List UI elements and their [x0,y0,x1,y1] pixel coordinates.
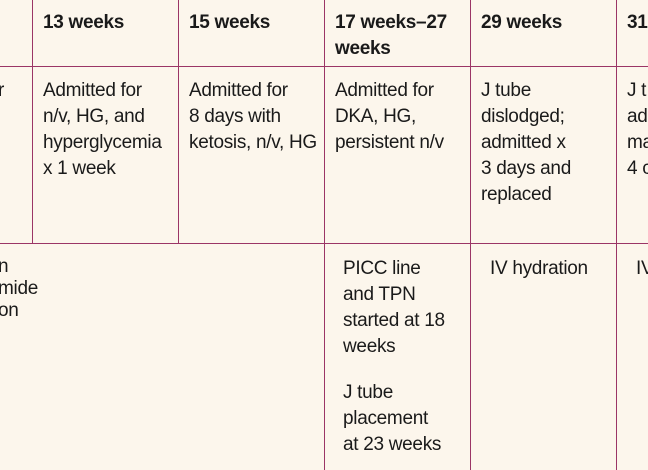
cell-paragraph: J tube dislodged; admitted x 3 days and repl… [481,78,571,208]
cell-paragraph: J t ad ma 4 c [627,78,648,182]
cell-paragraph: Admitted for n/v, HG, and hyperglycemia x 1… [43,78,162,182]
cell-text: on [0,300,19,321]
column-border [178,0,179,243]
cell-text: Admitted for [335,80,434,101]
cell-text: 17 weeks–27 [335,12,447,33]
cell-text: ad [627,106,648,127]
cell-text: weeks [335,38,391,59]
cell-text: admitted x [481,132,566,153]
cell-paragraph: PICC line and TPN started at 18 weeks [343,256,445,360]
table-cell: 17 weeks–27 weeks [335,10,447,62]
cell-paragraph: 31 [627,10,648,36]
cell-text: 31 [627,12,648,33]
cell-text: 8 days with [189,106,281,127]
table-cell: Admitted for 8 days with ketosis, n/v, HG [189,78,317,156]
cell-paragraph: Admitted for 8 days with ketosis, n/v, HG [189,78,317,156]
cell-text: weeks [343,336,396,357]
column-border [470,0,471,470]
cell-text: mide [0,278,38,299]
cell-text: Admitted for [189,80,288,101]
cell-paragraph: Admitted for DKA, HG, persistent n/v [335,78,444,156]
cell-text: J t [627,80,647,101]
cell-text: persistent n/v [335,132,444,153]
table-cell: IV hydration [490,256,588,282]
cell-text: ketosis, n/v, HG [189,132,317,153]
cell-text: started at 18 [343,310,445,331]
cell-text: replaced [481,184,552,205]
cell-text: hyperglycemia [43,132,162,153]
column-border [616,0,617,470]
cell-text: 15 weeks [189,12,271,33]
cell-paragraph: IV [636,256,648,282]
table-cell: 15 weeks [189,10,270,36]
cell-text: PICC line [343,258,421,279]
table-cell: PICC line and TPN started at 18 weeks J tube… [343,256,445,458]
cell-text: x 1 week [43,158,116,179]
table-cell: n mide on [0,256,38,322]
cell-text: J tube [481,80,531,101]
table-cell: 31 [627,10,648,36]
cell-text: placement [343,408,428,429]
cell-text: 4 c [627,158,648,179]
cell-text: DKA, HG, [335,106,417,127]
column-border [32,0,33,243]
cell-paragraph: J tube placement at 23 weeks [343,380,445,458]
cell-text: IV hydration [490,258,588,279]
cell-paragraph: 17 weeks–27 weeks [335,10,447,62]
cell-text: Admitted for [43,80,142,101]
table-cell: J tube dislodged; admitted x 3 days and repl… [481,78,571,208]
table-cell: Admitted for DKA, HG, persistent n/v [335,78,444,156]
cell-text: dislodged; [481,106,565,127]
table-cell: J t ad ma 4 c [627,78,648,182]
cell-text: n/v, HG, and [43,106,145,127]
column-border [324,0,325,470]
cell-text: r [0,80,5,101]
table-cell: r [0,78,4,104]
cell-text: 29 weeks [481,12,563,33]
cell-text: IV [636,258,648,279]
table-cell: 13 weeks [43,10,124,36]
cell-paragraph: IV hydration [490,256,588,282]
cell-paragraph: 13 weeks [43,10,124,36]
cell-text: n [0,256,9,277]
cell-text: 13 weeks [43,12,125,33]
cell-paragraph: 15 weeks [189,10,270,36]
cell-paragraph: n mide on [0,256,38,322]
cell-text: and TPN [343,284,416,305]
cell-paragraph: r [0,78,4,104]
cell-text: at 23 weeks [343,434,442,455]
cell-text: J tube [343,382,393,403]
table-cell: 29 weeks [481,10,562,36]
table-cell: Admitted for n/v, HG, and hyperglycemia x 1… [43,78,162,182]
table-cell: IV [636,256,648,282]
cell-paragraph: 29 weeks [481,10,562,36]
cell-text: 3 days and [481,158,571,179]
cell-text: ma [627,132,648,153]
